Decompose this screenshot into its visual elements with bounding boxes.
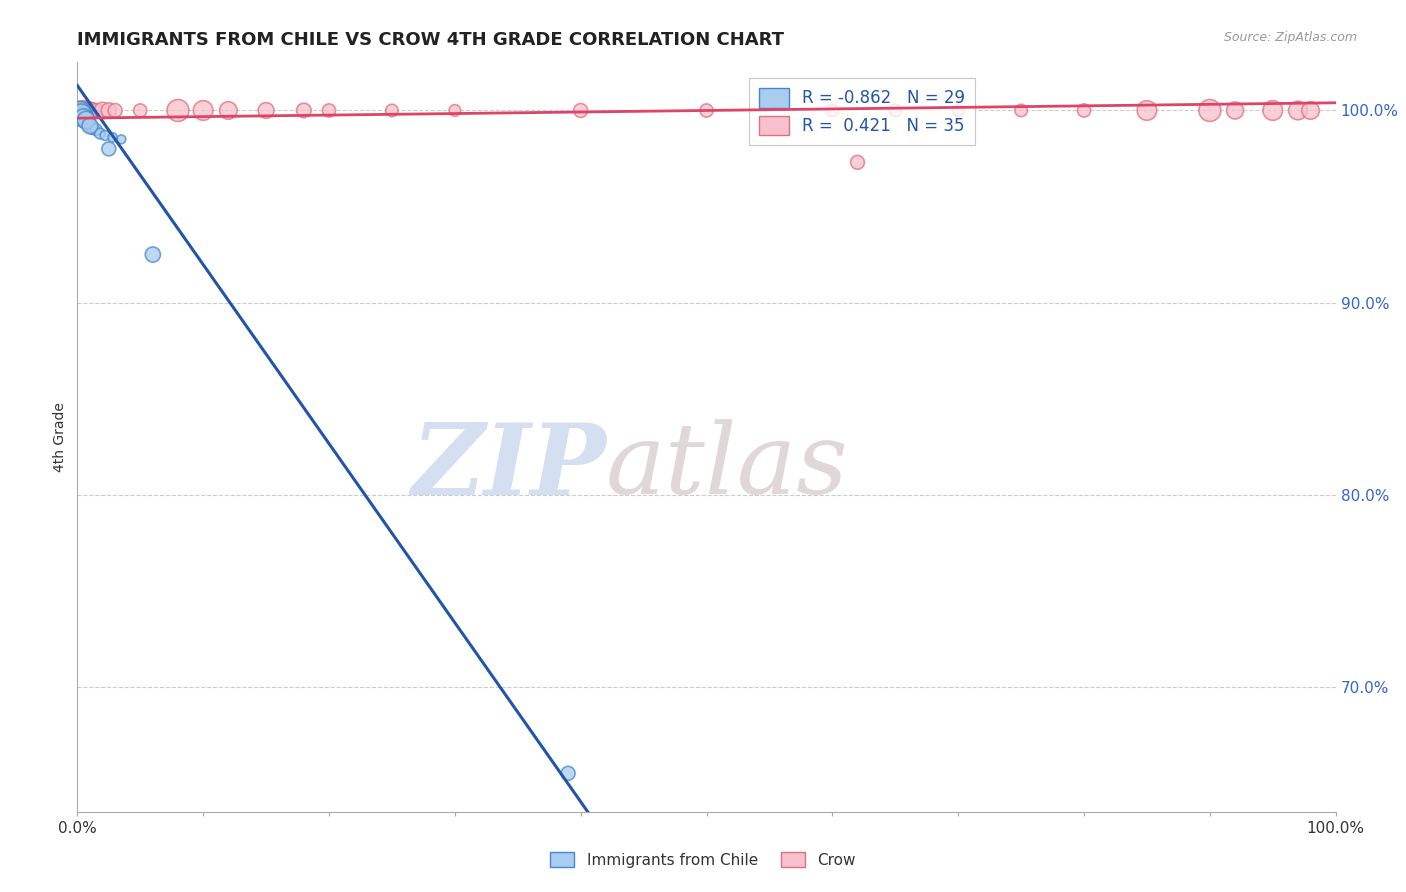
Point [1073,103,1095,118]
Point [72,109,94,123]
Point [82,120,104,135]
Point [73,111,96,125]
Point [72,107,94,121]
Point [73,103,96,118]
Point [381,103,404,118]
Text: atlas: atlas [606,419,849,515]
Point [75,113,97,128]
Point [97,103,120,118]
Point [72,111,94,125]
Point [696,103,718,118]
Point [70,103,93,118]
Point [72,103,94,118]
Point [73,103,96,118]
Point [94,128,117,143]
Point [70,103,93,118]
Point [77,117,100,131]
Point [72,103,94,118]
Point [1136,103,1159,118]
Point [444,103,467,118]
Point [97,142,120,156]
Point [110,132,132,146]
Point [70,107,93,121]
Point [1223,103,1246,118]
Y-axis label: 4th Grade: 4th Grade [53,402,67,472]
Point [1199,103,1222,118]
Point [217,103,239,118]
Point [69,103,91,118]
Point [129,103,152,118]
Point [254,103,277,118]
Point [72,103,94,118]
Text: Source: ZipAtlas.com: Source: ZipAtlas.com [1223,31,1357,45]
Point [1286,103,1309,118]
Point [69,103,91,118]
Point [318,103,340,118]
Point [89,127,111,141]
Point [84,122,107,136]
Point [104,103,127,118]
Point [70,107,93,121]
Legend: R = -0.862   N = 29, R =  0.421   N = 35: R = -0.862 N = 29, R = 0.421 N = 35 [748,78,974,145]
Point [142,247,165,261]
Point [569,103,592,118]
Point [101,130,124,145]
Point [1261,103,1284,118]
Point [82,103,104,118]
Point [1010,103,1032,118]
Point [846,155,869,169]
Point [292,103,315,118]
Text: IMMIGRANTS FROM CHILE VS CROW 4TH GRADE CORRELATION CHART: IMMIGRANTS FROM CHILE VS CROW 4TH GRADE … [77,31,785,49]
Point [557,766,579,780]
Point [191,103,215,118]
Text: ZIP: ZIP [411,419,606,516]
Point [79,119,101,133]
Legend: Immigrants from Chile, Crow: Immigrants from Chile, Crow [544,846,862,873]
Point [884,103,907,118]
Point [84,103,107,118]
Point [75,113,97,128]
Point [75,103,97,118]
Point [72,103,94,118]
Point [76,103,98,118]
Point [75,103,97,118]
Point [79,119,101,133]
Point [91,103,114,118]
Point [948,103,970,118]
Point [69,105,91,120]
Point [167,103,190,118]
Point [1299,103,1322,118]
Point [76,115,98,129]
Point [821,103,844,118]
Point [79,103,101,118]
